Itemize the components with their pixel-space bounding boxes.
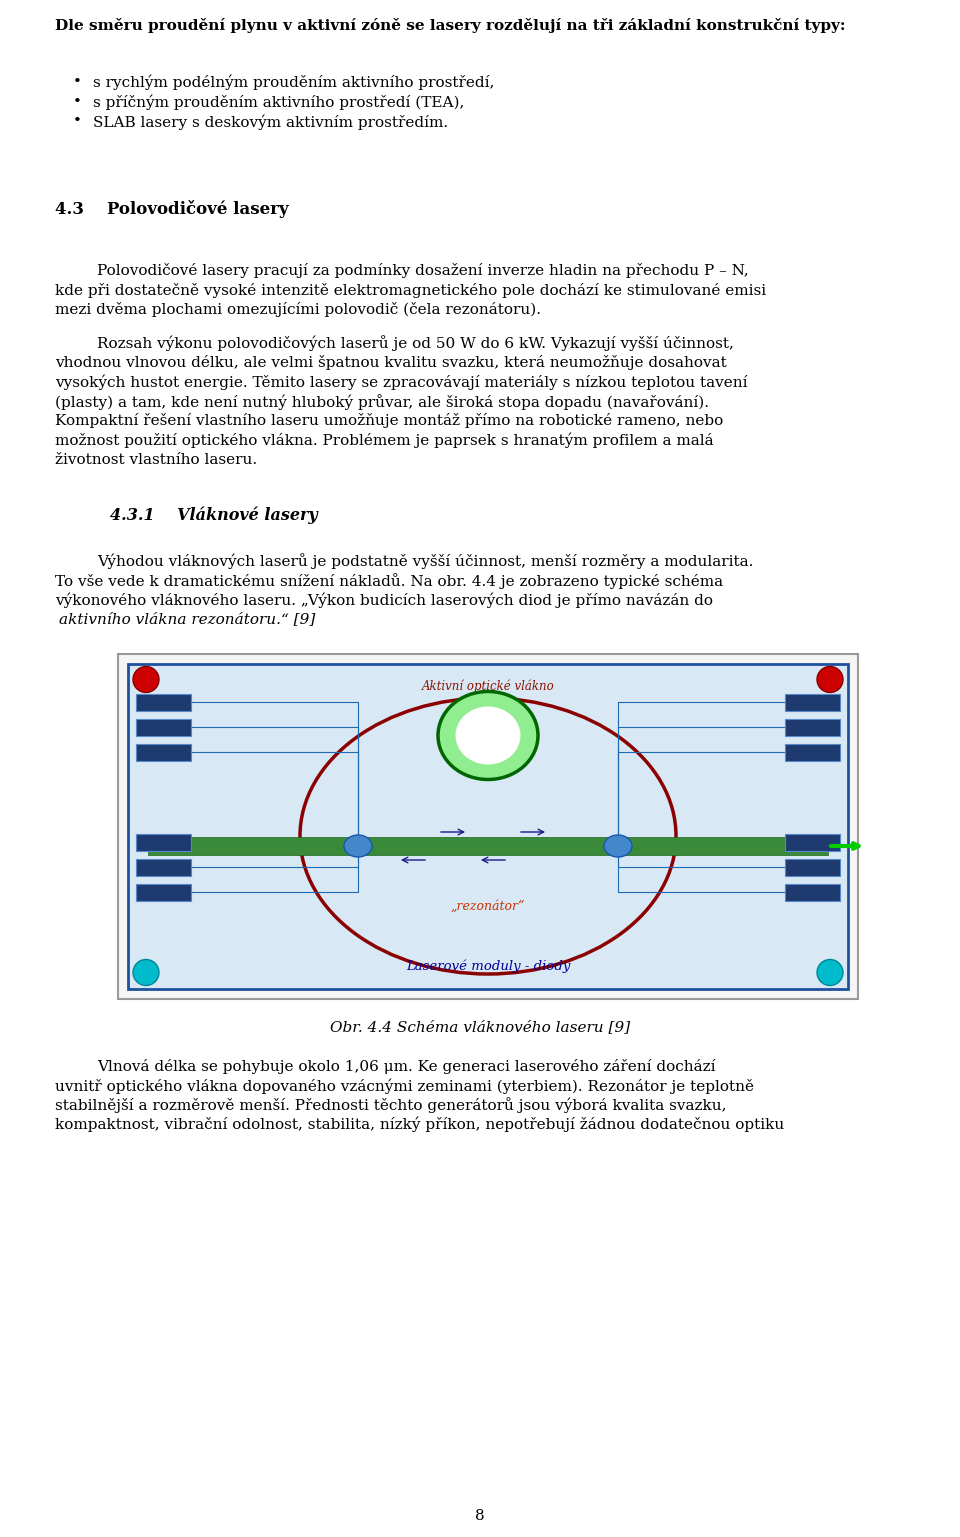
Bar	[136, 693, 191, 710]
Text: LDM#: LDM#	[139, 838, 164, 845]
Text: možnost použití optického vlákna. Problémem je paprsek s hranatým profilem a mal: možnost použití optického vlákna. Problé…	[55, 433, 713, 449]
Text: SLAB lasery s deskovým aktivním prostředím.: SLAB lasery s deskovým aktivním prostřed…	[93, 114, 448, 129]
Text: •: •	[73, 94, 82, 109]
Text: LDM#: LDM#	[788, 698, 813, 705]
Text: kompaktnost, vibrační odolnost, stabilita, nízký příkon, nepotřebují žádnou doda: kompaktnost, vibrační odolnost, stabilit…	[55, 1117, 784, 1133]
Text: LDM#: LDM#	[139, 749, 164, 756]
Text: 4.3.1    Vláknové lasery: 4.3.1 Vláknové lasery	[110, 506, 318, 524]
Ellipse shape	[455, 707, 520, 764]
Bar	[785, 744, 840, 761]
Text: uvnitř optického vlákna dopovaného vzácnými zeminami (yterbiem). Rezonátor je te: uvnitř optického vlákna dopovaného vzácn…	[55, 1077, 754, 1093]
Text: s rychlým podélným prouděním aktivního prostředí,: s rychlým podélným prouděním aktivního p…	[93, 75, 494, 91]
Text: Aktivní optické vlákno: Aktivní optické vlákno	[421, 679, 554, 693]
Text: LDM#: LDM#	[788, 749, 813, 756]
Text: +: +	[141, 673, 152, 686]
Bar	[136, 718, 191, 736]
Text: stabilnější a rozměrově menší. Přednosti těchto generátorů jsou výborá kvalita s: stabilnější a rozměrově menší. Přednosti…	[55, 1097, 727, 1113]
Text: vysokých hustot energie. Těmito lasery se zpracovávají materiály s nízkou teplot: vysokých hustot energie. Těmito lasery s…	[55, 375, 748, 390]
Circle shape	[817, 667, 843, 693]
Text: vhodnou vlnovou délku, ale velmi špatnou kvalitu svazku, která neumožňuje dosaho: vhodnou vlnovou délku, ale velmi špatnou…	[55, 355, 727, 370]
Ellipse shape	[604, 835, 632, 858]
Text: Dle směru proudění plynu v aktivní zóně se lasery rozdělují na tři základní kons: Dle směru proudění plynu v aktivní zóně …	[55, 18, 846, 32]
Bar	[118, 653, 858, 999]
Text: mezi dvěma plochami omezujícími polovodič (čela rezonátoru).: mezi dvěma plochami omezujícími polovodi…	[55, 301, 541, 317]
Bar	[785, 859, 840, 876]
Text: LDM#: LDM#	[788, 862, 813, 871]
Text: (plasty) a tam, kde není nutný hluboký průvar, ale široká stopa dopadu (navařová: (plasty) a tam, kde není nutný hluboký p…	[55, 393, 709, 410]
Text: Polovodičové lasery pracují za podmínky dosažení inverze hladin na přechodu P – : Polovodičové lasery pracují za podmínky …	[97, 263, 749, 278]
Text: LDM#: LDM#	[788, 722, 813, 732]
Circle shape	[133, 667, 159, 693]
Bar	[136, 744, 191, 761]
Text: +: +	[825, 673, 835, 686]
Text: Laserové moduly - diody: Laserové moduly - diody	[406, 959, 570, 973]
Text: Rozsah výkonu polovodičových laserů je od 50 W do 6 kW. Vykazují vyšší účinnost,: Rozsah výkonu polovodičových laserů je o…	[97, 335, 733, 352]
Text: aktivního vlákna rezonátoru.“ [9]: aktivního vlákna rezonátoru.“ [9]	[59, 612, 316, 626]
Text: „rezonátor“: „rezonátor“	[451, 899, 525, 913]
Bar	[785, 884, 840, 901]
Text: s příčným prouděním aktivního prostředí (TEA),: s příčným prouděním aktivního prostředí …	[93, 94, 465, 111]
Bar	[785, 833, 840, 850]
Text: •: •	[73, 114, 82, 128]
Bar	[136, 884, 191, 901]
Text: kde při dostatečně vysoké intenzitě elektromagnetického pole dochází ke stimulov: kde při dostatečně vysoké intenzitě elek…	[55, 283, 766, 298]
Bar	[148, 838, 828, 855]
Text: Obr. 4.4 Schéma vláknového laseru [9]: Obr. 4.4 Schéma vláknového laseru [9]	[330, 1021, 630, 1034]
Text: LDM#: LDM#	[139, 698, 164, 705]
Text: Vlnová délka se pohybuje okolo 1,06 μm. Ke generaci laserového záření dochází: Vlnová délka se pohybuje okolo 1,06 μm. …	[97, 1059, 715, 1073]
Text: To vše vede k dramatickému snížení nákladů. Na obr. 4.4 je zobrazeno typické sch: To vše vede k dramatickému snížení nákla…	[55, 573, 723, 589]
Text: LDM#: LDM#	[788, 888, 813, 896]
Text: LDM#: LDM#	[139, 722, 164, 732]
Text: LDM#: LDM#	[139, 862, 164, 871]
Bar	[785, 718, 840, 736]
Text: 4.3    Polovodičové lasery: 4.3 Polovodičové lasery	[55, 200, 289, 218]
Text: výkonového vláknového laseru. „Výkon budicích laserových diod je přímo navázán d: výkonového vláknového laseru. „Výkon bud…	[55, 592, 713, 609]
Text: Výhodou vláknových laserů je podstatně vyšší účinnost, menší rozměry a modularit: Výhodou vláknových laserů je podstatně v…	[97, 553, 754, 569]
Text: •: •	[73, 75, 82, 89]
Circle shape	[817, 959, 843, 985]
Circle shape	[133, 959, 159, 985]
Text: LDM#: LDM#	[788, 838, 813, 845]
Ellipse shape	[344, 835, 372, 858]
Text: 8: 8	[475, 1509, 485, 1523]
Text: LDM#: LDM#	[139, 888, 164, 896]
Bar	[136, 833, 191, 850]
Bar	[136, 859, 191, 876]
Text: Kompaktní řešení vlastního laseru umožňuje montáž přímo na robotické rameno, neb: Kompaktní řešení vlastního laseru umožňu…	[55, 413, 723, 429]
Bar	[785, 693, 840, 710]
Text: životnost vlastního laseru.: životnost vlastního laseru.	[55, 452, 257, 467]
Bar	[128, 664, 848, 988]
Ellipse shape	[438, 692, 538, 779]
